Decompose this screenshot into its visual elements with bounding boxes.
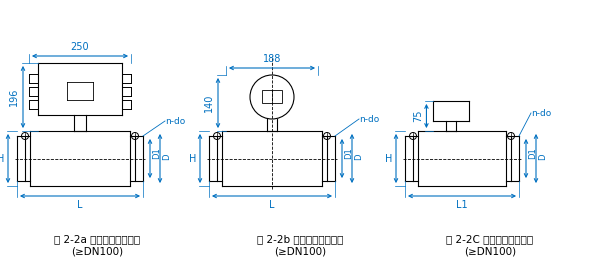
- Text: 140: 140: [204, 94, 214, 112]
- Text: (≥DN100): (≥DN100): [274, 247, 326, 257]
- Text: n-do: n-do: [531, 109, 551, 118]
- Text: 图 2-2a 一体型电磁流量计: 图 2-2a 一体型电磁流量计: [54, 234, 140, 244]
- Text: D: D: [354, 153, 363, 160]
- Text: 196: 196: [9, 88, 19, 106]
- Text: H: H: [385, 153, 392, 164]
- Text: L1: L1: [456, 200, 468, 210]
- Text: H: H: [188, 153, 196, 164]
- Text: 250: 250: [71, 42, 89, 52]
- Text: 75: 75: [413, 110, 424, 122]
- Text: 188: 188: [263, 54, 281, 64]
- Text: H: H: [0, 153, 4, 164]
- Text: D: D: [162, 153, 171, 160]
- Text: n-do: n-do: [359, 115, 379, 124]
- Text: (≥DN100): (≥DN100): [71, 247, 123, 257]
- Text: L: L: [269, 200, 275, 210]
- Bar: [262, 90, 282, 103]
- Text: (≥DN100): (≥DN100): [464, 247, 516, 257]
- Text: L: L: [77, 200, 83, 210]
- Text: D1: D1: [344, 148, 353, 159]
- Text: n-do: n-do: [165, 116, 185, 125]
- Text: 图 2-2b 一体型电磁流量计: 图 2-2b 一体型电磁流量计: [257, 234, 343, 244]
- Text: D: D: [538, 153, 547, 160]
- Text: 图 2-2C 分离型电磁流量计: 图 2-2C 分离型电磁流量计: [446, 234, 533, 244]
- Text: D1: D1: [528, 148, 537, 159]
- Text: D1: D1: [152, 148, 161, 159]
